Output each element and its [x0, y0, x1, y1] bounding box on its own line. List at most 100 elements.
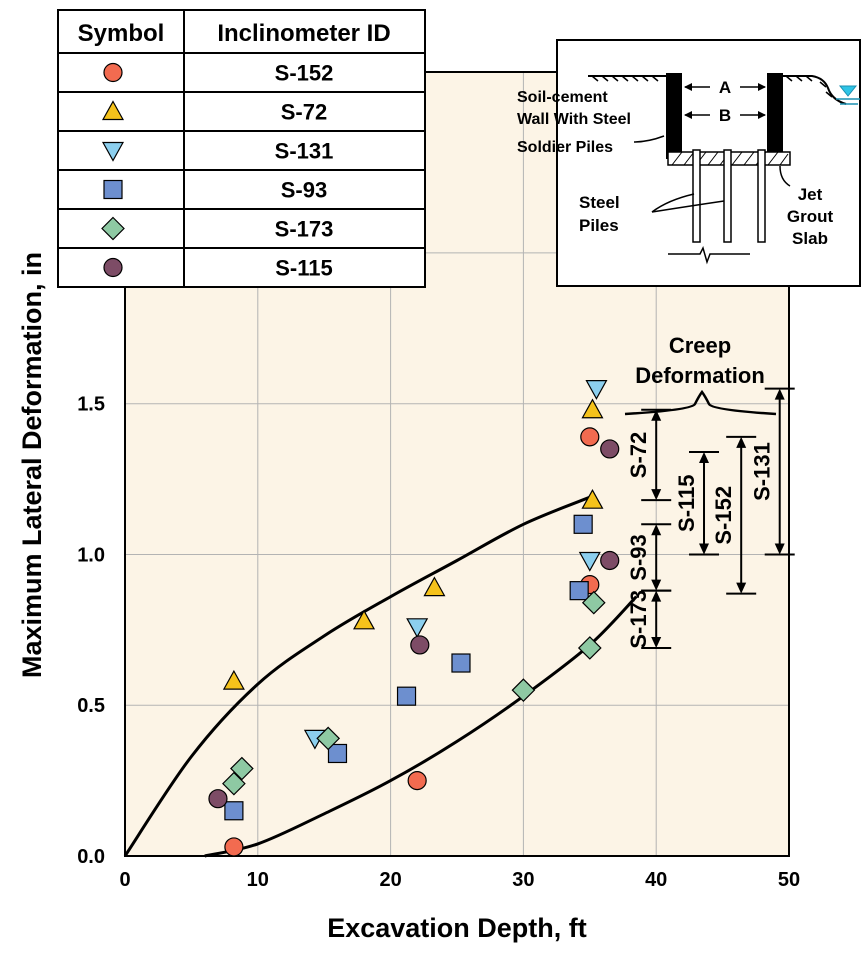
data-point-s-173-5	[577, 636, 602, 660]
creep-range-s-72-arrow-bottom	[651, 489, 662, 501]
inset-arrow-b-right	[758, 111, 766, 119]
creep-range-s-173-label: S-173	[626, 590, 651, 649]
creep-range-s-152-label: S-152	[711, 486, 736, 545]
creep-range-s-72-arrow-top	[651, 409, 662, 421]
y-axis-title: Maximum Lateral Deformation, in	[17, 252, 47, 678]
inset-piles-label-1: Steel	[579, 193, 620, 212]
data-point-s-152-1	[224, 837, 244, 857]
legend: Symbol Inclinometer ID S-152 S-72 S-131 S-9…	[57, 9, 426, 288]
data-point-s-93-3	[396, 686, 417, 706]
plot-frame	[124, 71, 790, 857]
creep-range-s-115-arrow-bottom	[699, 543, 710, 555]
data-point-s-131-2	[406, 618, 429, 639]
data-points	[208, 380, 620, 857]
x-tick-label: 40	[645, 869, 667, 891]
legend-marker-s-72	[101, 100, 125, 121]
inset-ground-right-hatch	[785, 75, 833, 98]
legend-marker-s-173	[101, 216, 125, 241]
envelope-curve-1	[123, 495, 591, 857]
data-point-s-93-6	[573, 514, 593, 534]
creep-range-s-152-arrow-top	[736, 436, 747, 448]
data-point-s-131-4	[585, 380, 608, 400]
legend-label: S-72	[281, 100, 327, 125]
data-point-s-152-4	[580, 427, 600, 447]
data-point-s-115-4	[600, 439, 620, 459]
inset-ground-right	[781, 75, 847, 105]
legend-label: S-93	[281, 178, 327, 203]
data-point-s-93-5	[569, 581, 589, 601]
legend-label: S-115	[275, 256, 333, 281]
y-tick-label: 1.0	[77, 544, 105, 566]
inset-arrow-a-right	[758, 83, 766, 91]
y-tick-label: 0.5	[77, 695, 105, 717]
data-point-s-72-4	[581, 488, 604, 509]
inset-slab-label-3: Slab	[792, 229, 828, 248]
inset-piles-pointer-1	[651, 193, 695, 213]
data-point-s-93-4	[451, 653, 471, 673]
creep-range-s-115-label: S-115	[674, 474, 699, 532]
legend-label: S-173	[275, 217, 334, 242]
inset-base-line	[668, 245, 750, 265]
inset-pile-2	[723, 149, 732, 243]
data-point-s-173-6	[581, 590, 606, 615]
legend-marker-s-131	[101, 141, 125, 162]
creep-brace	[624, 389, 777, 416]
data-point-s-115-2	[410, 635, 430, 655]
inset-schematic: A B Soil-cement Wall With Steel Soldier …	[517, 39, 861, 287]
inset-ground-left-hatch	[591, 75, 659, 82]
x-tick-label: 0	[119, 869, 130, 891]
legend-marker-s-152	[103, 62, 123, 83]
data-point-s-115-1	[208, 789, 228, 809]
inset-pile-1	[692, 149, 701, 243]
x-tick-label: 10	[247, 869, 269, 891]
legend-header-id: Inclinometer ID	[217, 20, 390, 47]
x-tick-label: 50	[778, 869, 800, 891]
inset-arrow-a-left	[684, 83, 692, 91]
water-table-icon	[838, 85, 858, 97]
creep-range-s-93-label: S-93	[626, 534, 651, 580]
inset-wall-right	[767, 73, 783, 159]
inset-label-a: A	[719, 78, 731, 97]
y-tick-label: 0.0	[77, 846, 105, 868]
data-point-s-72-5	[581, 398, 604, 419]
data-point-s-115-3	[600, 550, 620, 571]
legend-label: S-131	[275, 139, 334, 164]
creep-label-line2: Deformation	[635, 363, 765, 388]
creep-range-s-173-arrow-top	[651, 590, 662, 602]
data-point-s-93-2	[327, 743, 348, 764]
creep-range-s-131-label: S-131	[750, 442, 775, 501]
x-axis-title: Excavation Depth, ft	[327, 913, 587, 943]
creep-range-s-115-arrow-top	[699, 451, 710, 463]
legend-marker-s-93	[103, 179, 123, 200]
legend-label: S-152	[275, 61, 334, 86]
data-point-s-72-3	[423, 576, 446, 597]
inset-wall-label-2: Wall With Steel	[517, 111, 631, 128]
inset-wall-pointer	[633, 135, 665, 143]
inset-slab-label-1: Jet	[798, 185, 823, 204]
creep-range-s-93-arrow-bottom	[651, 579, 662, 591]
x-tick-label: 30	[512, 869, 534, 891]
inset-slab-label-2: Grout	[787, 207, 834, 226]
inset-slab-pointer	[779, 165, 791, 187]
data-point-s-152-2	[407, 771, 427, 791]
data-point-s-173-1	[222, 771, 246, 796]
legend-marker-s-115	[103, 257, 123, 278]
creep-ranges: S-72 S-93 S-173 S-115 S-152 S-131	[626, 387, 795, 649]
data-point-s-93-1	[224, 801, 244, 821]
legend-rows: S-152 S-72 S-131 S-93 S-173 S-115	[58, 61, 425, 281]
creep-range-s-131-arrow-bottom	[774, 543, 785, 555]
data-point-s-173-2	[230, 756, 254, 781]
creep-range-s-131-arrow-top	[774, 388, 785, 400]
inset-wall-label-1: Soil-cement	[517, 89, 608, 106]
inset-piles-label-2: Piles	[579, 216, 619, 235]
data-point-s-72-2	[353, 609, 376, 630]
x-tick-label: 20	[379, 869, 401, 891]
inset-label-b: B	[719, 106, 731, 125]
inset-arrow-b-left	[684, 111, 692, 119]
inset-wall-label-3: Soldier Piles	[517, 139, 613, 156]
creep-range-s-93-arrow-top	[651, 524, 662, 536]
creep-range-s-152-arrow-bottom	[736, 582, 747, 594]
data-point-s-131-3	[578, 551, 601, 572]
data-point-s-173-4	[511, 678, 536, 703]
